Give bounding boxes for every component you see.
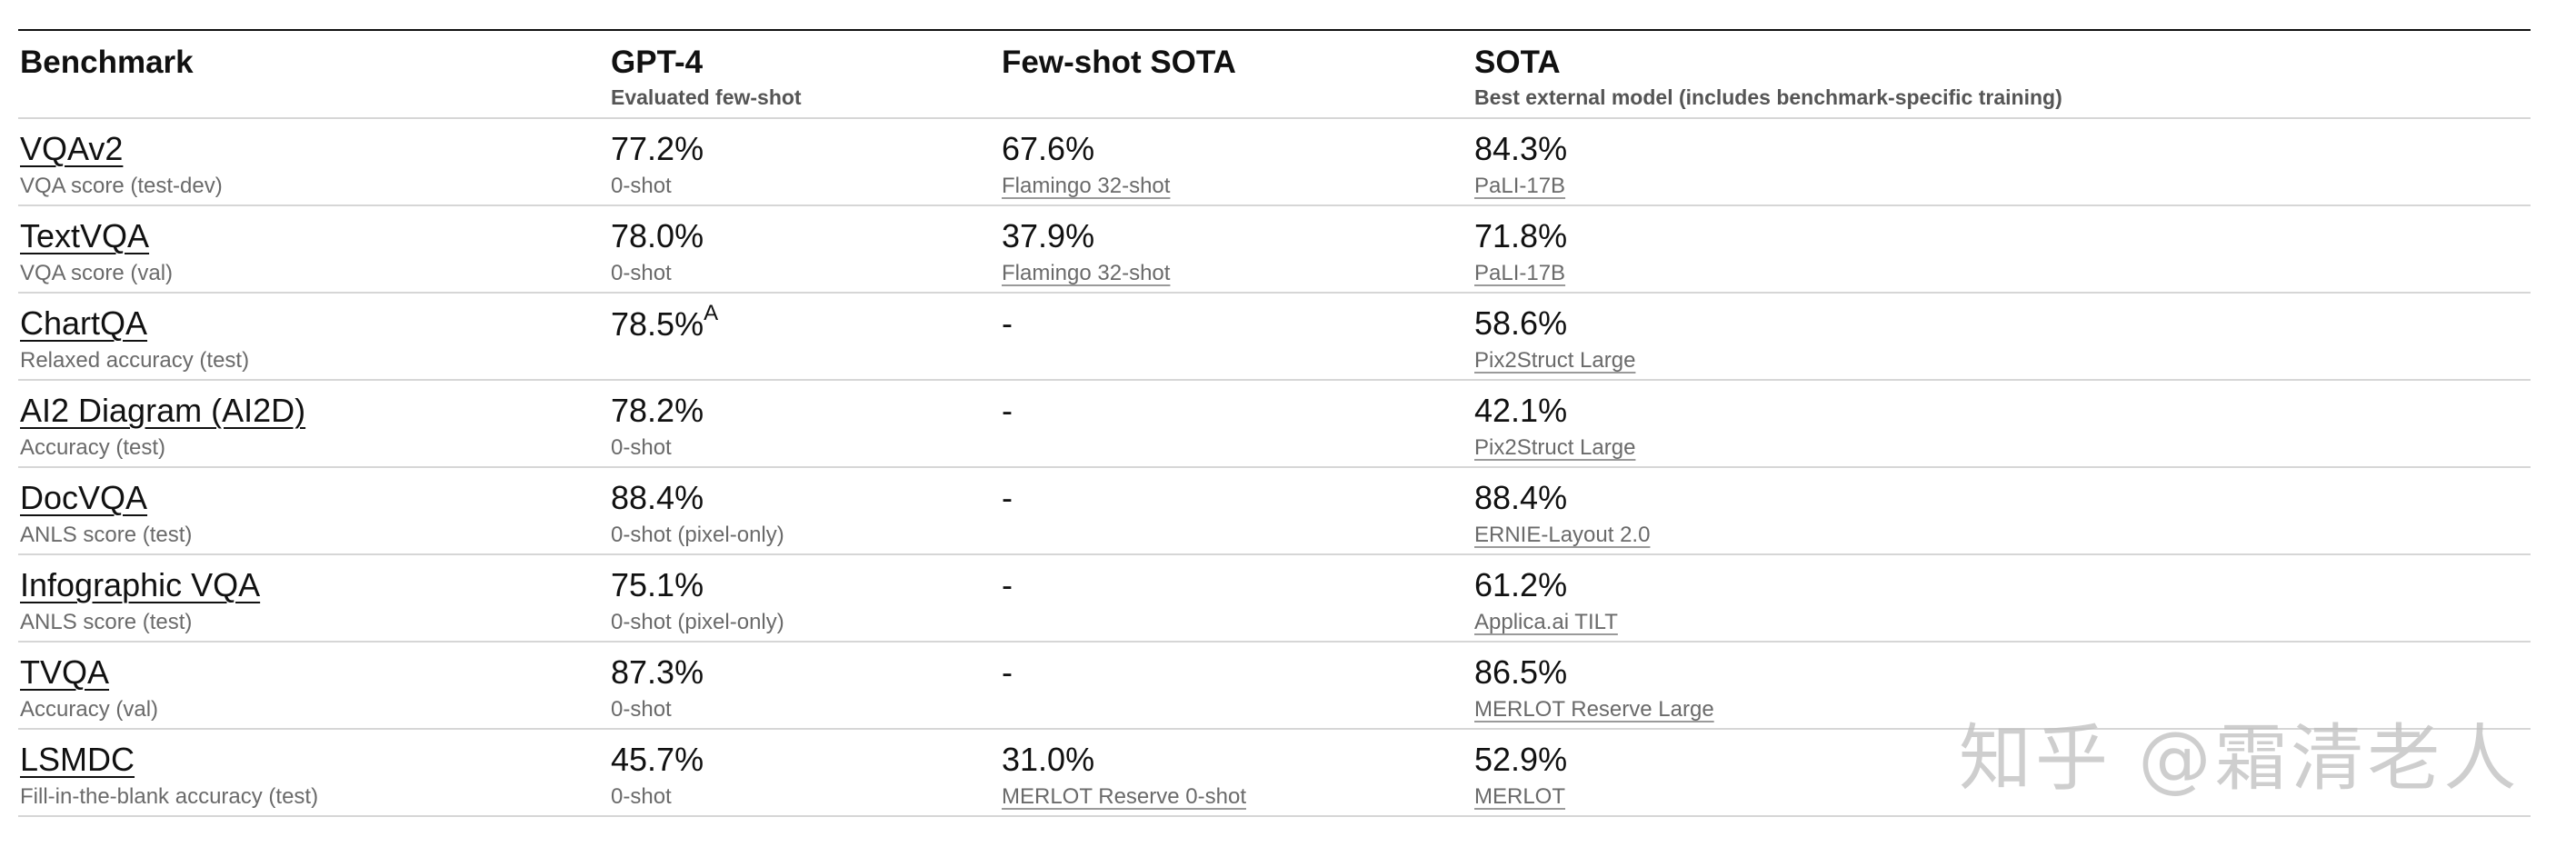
gpt4-score-line: 87.3% <box>611 653 704 692</box>
gpt4-score: 77.2% <box>611 130 704 167</box>
benchmark-metric: Fill-in-the-blank accuracy (test) <box>20 784 319 809</box>
benchmark-link[interactable]: LSMDC <box>20 741 135 778</box>
benchmark-metric: VQA score (test-dev) <box>20 174 223 198</box>
gpt4-score-line: 77.2% <box>611 130 704 168</box>
fewshot-score: 67.6% <box>1002 130 1095 167</box>
gpt4-score-line: 78.2% <box>611 392 704 430</box>
benchmark-link[interactable]: AI2 Diagram (AI2D) <box>20 392 306 429</box>
sota-source-link[interactable]: PaLI-17B <box>1474 261 1566 285</box>
fewshot-score: - <box>1002 479 1013 516</box>
sota-source-link[interactable]: Applica.ai TILT <box>1474 610 1618 634</box>
sota-score: 58.6% <box>1474 304 1568 342</box>
benchmark-metric: VQA score (val) <box>20 261 174 285</box>
sota-score: 88.4% <box>1474 479 1568 516</box>
gpt4-setting: 0-shot <box>611 261 672 285</box>
gpt4-score: 78.5% <box>611 305 704 343</box>
gpt4-score-line: 45.7% <box>611 741 704 779</box>
gpt4-setting: 0-shot <box>611 435 672 460</box>
benchmark-link[interactable]: TextVQA <box>20 217 150 254</box>
table-row: DocVQA ANLS score (test) 88.4% 0-shot (pixe… <box>18 468 2531 555</box>
sota-score: 42.1% <box>1474 392 1568 429</box>
footnote-marker[interactable]: A <box>704 301 719 325</box>
sota-source-link[interactable]: Pix2Struct Large <box>1474 435 1636 460</box>
gpt4-setting: 0-shot (pixel-only) <box>611 610 784 634</box>
benchmark-metric: Accuracy (val) <box>20 697 159 722</box>
table-row: ChartQA Relaxed accuracy (test) 78.5%A - 58.… <box>18 294 2531 381</box>
benchmark-link[interactable]: ChartQA <box>20 304 148 342</box>
fewshot-score: 37.9% <box>1002 217 1095 254</box>
benchmark-table: Benchmark GPT-4 Evaluated few-shot Few-s… <box>18 29 2531 817</box>
sota-source-link[interactable]: ERNIE-Layout 2.0 <box>1474 523 1651 547</box>
benchmark-metric: Accuracy (test) <box>20 435 166 460</box>
fewshot-source-link[interactable]: Flamingo 32-shot <box>1002 174 1171 198</box>
gpt4-score: 75.1% <box>611 566 704 603</box>
gpt4-score: 78.2% <box>611 392 704 429</box>
benchmark-link[interactable]: DocVQA <box>20 479 148 516</box>
table-row: TextVQA VQA score (val) 78.0% 0-shot 37.9% Fl… <box>18 206 2531 294</box>
table-header: Benchmark GPT-4 Evaluated few-shot Few-s… <box>18 31 2531 119</box>
sota-source-link[interactable]: PaLI-17B <box>1474 174 1566 198</box>
benchmark-metric: Relaxed accuracy (test) <box>20 348 250 373</box>
sota-score: 84.3% <box>1474 130 1568 167</box>
sota-score: 86.5% <box>1474 653 1568 691</box>
gpt4-setting: 0-shot (pixel-only) <box>611 523 784 547</box>
header-gpt4-subtitle: Evaluated few-shot <box>611 85 802 109</box>
fewshot-source-link[interactable]: MERLOT Reserve 0-shot <box>1002 784 1246 809</box>
gpt4-score: 45.7% <box>611 741 704 778</box>
watermark: 知乎 @霜清老人 <box>1959 716 2521 801</box>
sota-score: 71.8% <box>1474 217 1568 254</box>
fewshot-score: 31.0% <box>1002 741 1095 778</box>
header-gpt4: GPT-4 <box>611 45 704 80</box>
benchmark-metric: ANLS score (test) <box>20 610 193 634</box>
header-benchmark: Benchmark <box>20 45 194 80</box>
sota-source-link[interactable]: Pix2Struct Large <box>1474 348 1636 373</box>
gpt4-setting: 0-shot <box>611 174 672 198</box>
benchmark-link[interactable]: VQAv2 <box>20 130 124 167</box>
gpt4-score-line: 88.4% <box>611 479 704 517</box>
benchmark-link[interactable]: TVQA <box>20 653 110 691</box>
table-row: LSMDC Fill-in-the-blank accuracy (test) 45… <box>18 730 2531 817</box>
sota-source-link[interactable]: MERLOT Reserve Large <box>1474 697 1714 722</box>
table-row: AI2 Diagram (AI2D) Accuracy (test) 78.2% 0-… <box>18 381 2531 468</box>
gpt4-score: 78.0% <box>611 217 704 254</box>
table-body: VQAv2 VQA score (test-dev) 77.2% 0-shot 67.6… <box>18 119 2531 817</box>
gpt4-score: 88.4% <box>611 479 704 516</box>
gpt4-score-line: 75.1% <box>611 566 704 604</box>
gpt4-score-line: 78.5%A <box>611 301 719 344</box>
gpt4-setting: 0-shot <box>611 697 672 722</box>
sota-score: 52.9% <box>1474 741 1568 778</box>
sota-score: 61.2% <box>1474 566 1568 603</box>
benchmark-link[interactable]: Infographic VQA <box>20 566 261 603</box>
fewshot-score: - <box>1002 653 1013 691</box>
fewshot-score: - <box>1002 566 1013 603</box>
gpt4-setting: 0-shot <box>611 784 672 809</box>
fewshot-score: - <box>1002 304 1013 342</box>
benchmark-metric: ANLS score (test) <box>20 523 193 547</box>
fewshot-score: - <box>1002 392 1013 429</box>
table-row: TVQA Accuracy (val) 87.3% 0-shot - 86.5% MERLO… <box>18 643 2531 730</box>
header-fewshot: Few-shot SOTA <box>1002 45 1236 80</box>
table-row: Infographic VQA ANLS score (test) 75.1% 0-s… <box>18 555 2531 643</box>
table-row: VQAv2 VQA score (test-dev) 77.2% 0-shot 67.6… <box>18 119 2531 206</box>
fewshot-source-link[interactable]: Flamingo 32-shot <box>1002 261 1171 285</box>
header-sota: SOTA <box>1474 45 1561 80</box>
gpt4-score-line: 78.0% <box>611 217 704 255</box>
sota-source-link[interactable]: MERLOT <box>1474 784 1566 809</box>
header-sota-subtitle: Best external model (includes benchmark-… <box>1474 85 2062 109</box>
gpt4-score: 87.3% <box>611 653 704 691</box>
